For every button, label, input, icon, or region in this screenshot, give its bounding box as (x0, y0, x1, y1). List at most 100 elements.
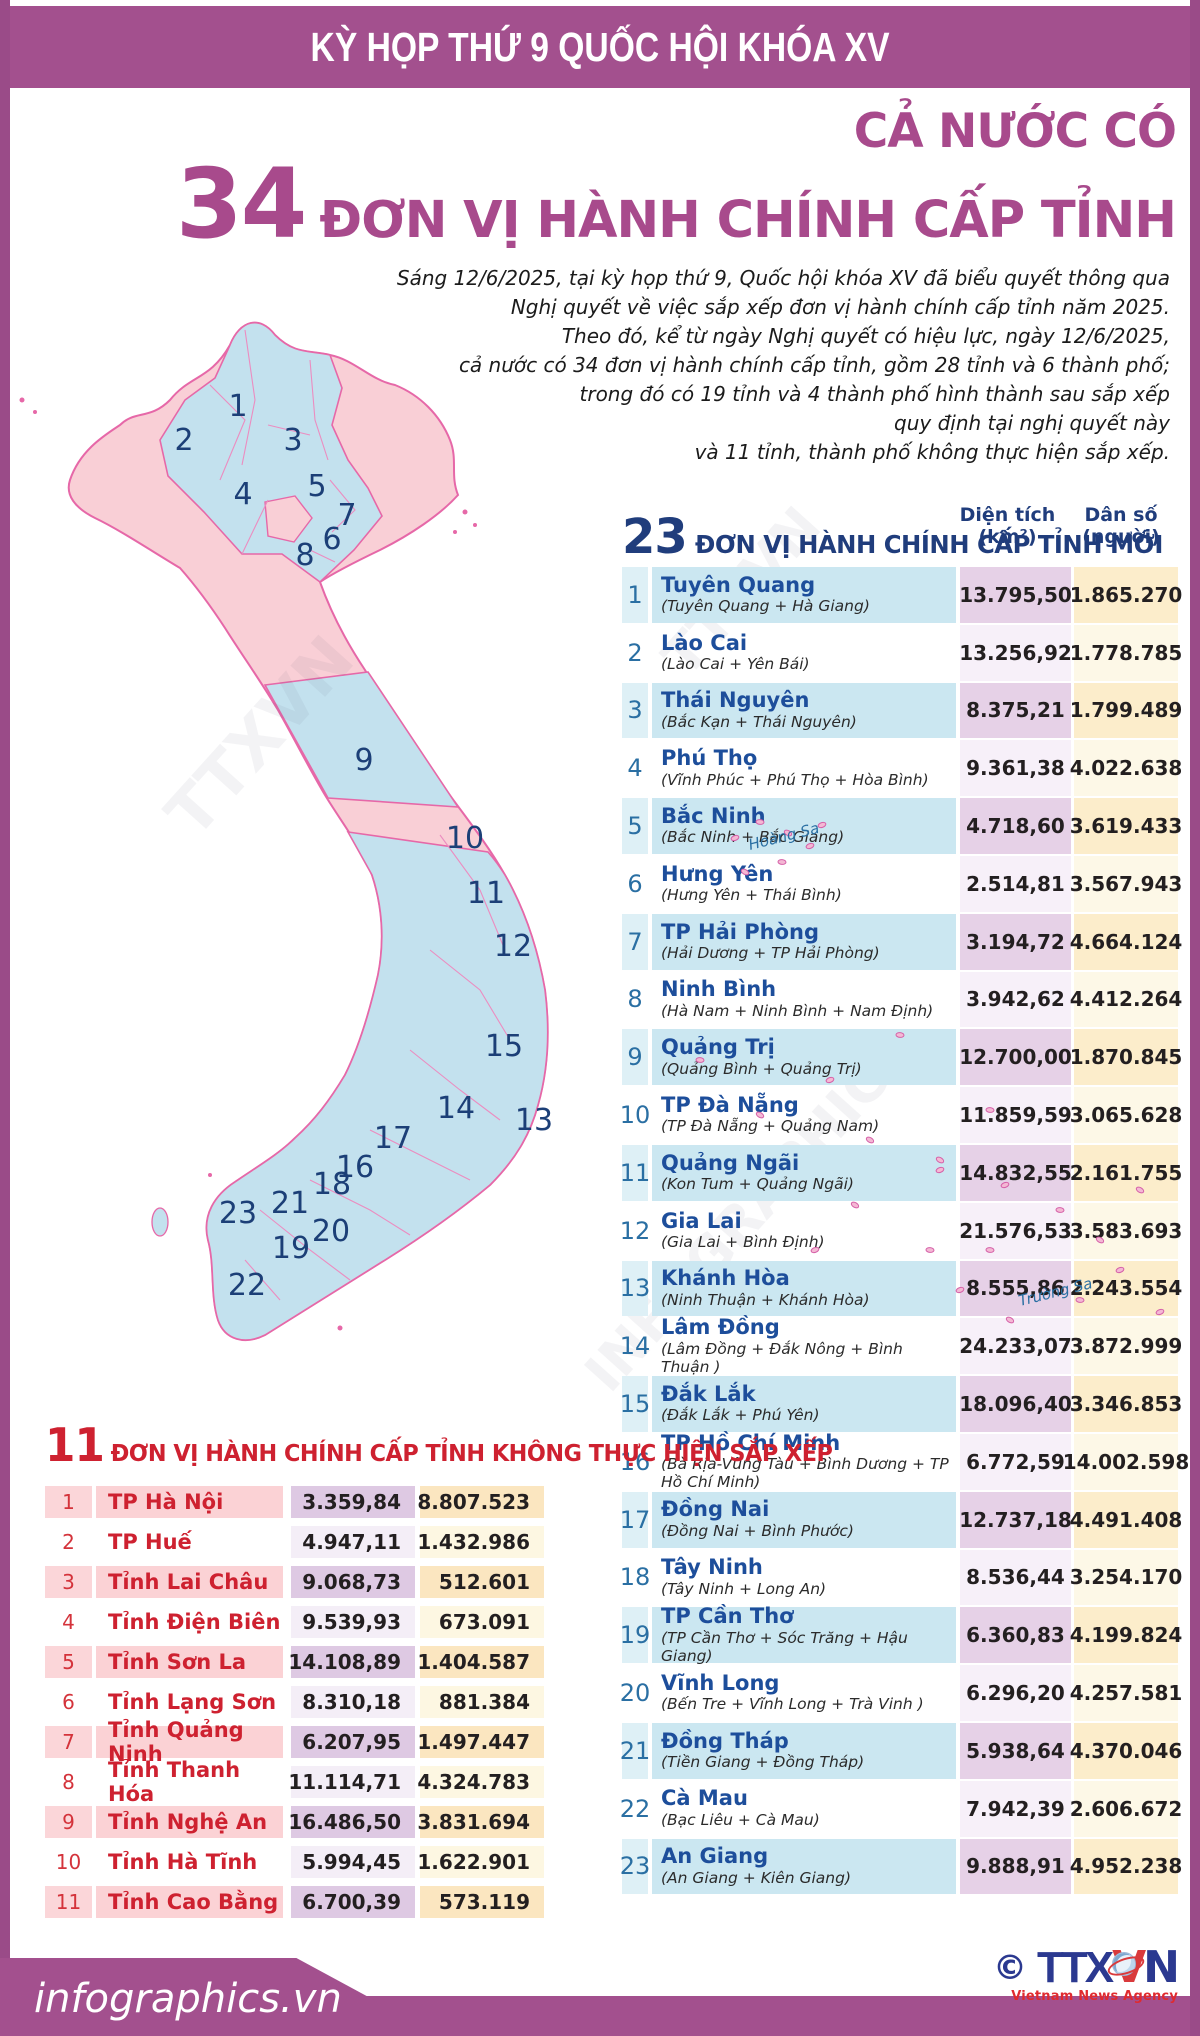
population-value: 1.622.901 (417, 1846, 544, 1878)
population-value: 4.412.264 (1070, 971, 1182, 1028)
province-name: Quảng Trị (661, 1035, 775, 1060)
merger-components: (Kon Tum + Quảng Ngãi) (661, 1175, 854, 1194)
population-value: 4.324.783 (417, 1766, 544, 1798)
row-name-cell: Khánh Hòa (Ninh Thuận + Khánh Hòa) (652, 1260, 956, 1317)
area-value: 14.832,55 (959, 1144, 1072, 1201)
map-south-merged-region (205, 830, 549, 1341)
map-number-18: 18 (313, 1167, 351, 1202)
new-unit-row: 15 Đắk Lắk (Đắk Lắk + Phú Yên) 18.096,40… (620, 1376, 1182, 1432)
column-header-area: Diện tích (km²) (959, 504, 1056, 548)
row-name-cell: Lào Cai (Lào Cai + Yên Bái) (652, 625, 956, 681)
area-value: 13.795,50 (959, 567, 1072, 623)
row-number: 11 (45, 1886, 92, 1918)
province-name: Đắk Lắk (661, 1381, 756, 1406)
intro-paragraph: Sáng 12/6/2025, tại kỳ họp thứ 9, Quốc h… (396, 266, 1170, 464)
province-name: TP Cần Thơ (661, 1604, 794, 1629)
map-number-10: 10 (446, 821, 484, 856)
population-value: 1.404.587 (417, 1646, 544, 1678)
row-number: 2 (627, 638, 643, 667)
headline-line1: CẢ NƯỚC CÓ (853, 104, 1177, 159)
map-number-4: 4 (233, 477, 252, 512)
new-unit-row: 7 TP Hải Phòng (Hải Dương + TP Hải Phòng… (622, 913, 1182, 970)
row-number: 19 (620, 1607, 650, 1664)
row-number: 5 (622, 798, 648, 854)
province-name: Vĩnh Long (661, 1670, 780, 1695)
province-name: Thái Nguyên (661, 688, 810, 713)
population-value: 2.606.672 (1070, 1780, 1182, 1837)
population-value: 4.491.408 (1070, 1491, 1182, 1548)
headline-number: 34 (175, 148, 308, 260)
row-number: 12 (619, 1216, 651, 1245)
population-value: 4.199.824 (1070, 1607, 1182, 1664)
unchanged-unit-row: 5 Tỉnh Sơn La 14.108,89 1.404.587 (45, 1646, 545, 1678)
unchanged-units-table: 11 ĐƠN VỊ HÀNH CHÍNH CẤP TỈNH KHÔNG THỰC… (45, 1418, 833, 1926)
agency-logo: © TTX V N Vietnam News Agency (978, 1942, 1180, 2004)
row-number: 10 (55, 1850, 82, 1874)
row-number: 2 (62, 1530, 75, 1554)
new-unit-row: 3 Thái Nguyên (Bắc Kạn + Thái Nguyên) 8.… (622, 682, 1182, 739)
row-number: 22 (619, 1794, 651, 1823)
row-name-cell: Đồng Nai (Đồng Nai + Bình Phước) (652, 1491, 956, 1548)
province-name: TP Hà Nội (96, 1486, 283, 1518)
merger-components: (Bắc Kạn + Thái Nguyên) (661, 712, 857, 731)
map-number-3: 3 (283, 423, 302, 458)
province-name: Tỉnh Cao Bằng (96, 1886, 283, 1918)
row-number: 6 (627, 869, 643, 898)
merger-components: (Hải Dương + TP Hải Phòng) (661, 944, 880, 963)
row-number: 9 (45, 1806, 92, 1838)
new-unit-row: 14 Lâm Đồng (Lâm Đồng + Đắk Nông + Bình … (620, 1316, 1183, 1376)
new-unit-row: 1 Tuyên Quang (Tuyên Quang + Hà Giang) 1… (622, 567, 1182, 623)
area-value: 3.194,72 (960, 913, 1071, 970)
map-inner-borders (209, 329, 511, 1301)
area-value: 12.737,18 (959, 1491, 1072, 1548)
row-number: 7 (45, 1726, 92, 1758)
new-unit-row: 19 TP Cần Thơ (TP Cần Thơ + Sóc Trăng + … (620, 1604, 1183, 1665)
area-value: 18.096,40 (959, 1376, 1072, 1432)
merger-components: (Gia Lai + Bình Định) (661, 1233, 825, 1252)
population-value: 3.831.694 (417, 1806, 544, 1838)
row-name-cell: Tuyên Quang (Tuyên Quang + Hà Giang) (652, 567, 956, 623)
unchanged-title: ĐƠN VỊ HÀNH CHÍNH CẤP TỈNH KHÔNG THỰC HI… (110, 1439, 833, 1467)
population-value: 673.091 (420, 1606, 544, 1638)
population-value: 2.243.554 (1070, 1260, 1182, 1317)
merger-components: (Tiền Giang + Đồng Tháp) (661, 1753, 865, 1772)
province-name: An Giang (661, 1844, 769, 1869)
area-value: 5.938,64 (960, 1722, 1071, 1779)
new-unit-row: 17 Đồng Nai (Đồng Nai + Bình Phước) 12.7… (620, 1491, 1182, 1548)
population-value: 2.161.755 (1070, 1144, 1182, 1201)
map-number-6: 6 (322, 522, 341, 557)
map-number-7: 7 (337, 498, 356, 533)
unchanged-count: 11 (45, 1418, 105, 1472)
merger-components: (Lào Cai + Yên Bái) (661, 655, 810, 674)
province-name: Đồng Tháp (661, 1728, 789, 1753)
merger-components: (Tuyên Quang + Hà Giang) (661, 597, 870, 616)
new-unit-row: 22 Cà Mau (Bạc Liêu + Cà Mau) 7.942,39 2… (619, 1780, 1182, 1837)
row-number: 5 (45, 1646, 92, 1678)
population-value: 573.119 (420, 1886, 544, 1918)
map-number-12: 12 (494, 929, 532, 964)
population-value: 3.254.170 (1070, 1549, 1182, 1606)
row-name-cell: Đắk Lắk (Đắk Lắk + Phú Yên) (652, 1376, 956, 1432)
row-name-cell: Quảng Ngãi (Kon Tum + Quảng Ngãi) (652, 1144, 956, 1201)
area-value: 6.700,39 (291, 1886, 415, 1918)
population-value: 4.257.581 (1070, 1665, 1182, 1721)
row-name-cell: Gia Lai (Gia Lai + Bình Định) (652, 1203, 956, 1259)
logo-n: N (1143, 1942, 1180, 1993)
area-value: 21.576,53 (959, 1202, 1072, 1259)
merger-components: (Bạc Liêu + Cà Mau) (661, 1810, 820, 1829)
area-value: 4.718,60 (960, 798, 1071, 854)
population-value: 3.346.853 (1070, 1376, 1182, 1432)
row-number: 1 (622, 567, 648, 623)
unchanged-unit-row: 7 Tỉnh Quảng Ninh 6.207,95 1.497.447 (45, 1718, 545, 1766)
province-name: TP Đà Nẵng (661, 1092, 799, 1117)
population-value: 1.432.986 (417, 1526, 544, 1558)
area-value: 6.207,95 (291, 1726, 415, 1758)
map-number-16: 16 (336, 1150, 374, 1185)
headline-line2: ĐƠN VỊ HÀNH CHÍNH CẤP TỈNH (319, 191, 1177, 250)
top-banner: KỲ HỌP THỨ 9 QUỐC HỘI KHÓA XV (0, 6, 1200, 88)
row-name-cell: Vĩnh Long (Bến Tre + Vĩnh Long + Trà Vin… (652, 1665, 956, 1721)
province-name: Tuyên Quang (661, 572, 816, 597)
area-value: 24.233,07 (959, 1318, 1072, 1375)
area-value: 9.068,73 (291, 1566, 415, 1598)
